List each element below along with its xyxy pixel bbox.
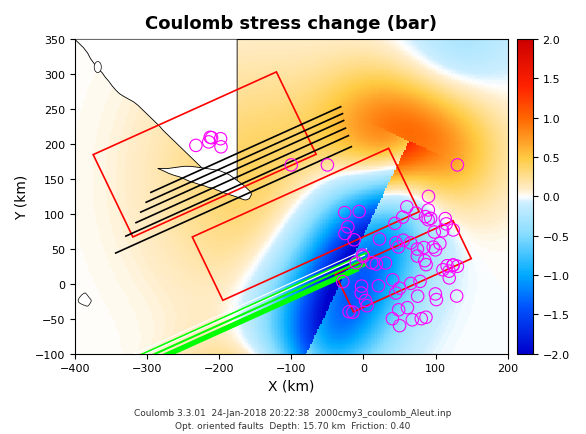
Point	[419, 244, 428, 251]
Point	[424, 217, 433, 224]
Point	[441, 216, 450, 223]
Point	[395, 285, 404, 292]
Point	[442, 263, 452, 270]
Point	[348, 309, 357, 316]
Point	[452, 263, 462, 270]
Point	[388, 277, 397, 284]
Polygon shape	[94, 62, 101, 73]
Point	[432, 296, 441, 303]
Point	[367, 260, 376, 266]
Y-axis label: Y (km): Y (km)	[15, 174, 29, 220]
Point	[357, 252, 367, 259]
Point	[431, 247, 440, 254]
Point	[207, 135, 216, 142]
Point	[420, 258, 430, 265]
Point	[426, 215, 435, 222]
Point	[340, 230, 350, 237]
Point	[352, 260, 361, 266]
Point	[390, 220, 400, 227]
Point	[406, 240, 415, 247]
Point	[415, 278, 425, 285]
Polygon shape	[158, 167, 251, 201]
Point	[442, 221, 451, 228]
Point	[428, 244, 438, 251]
Point	[424, 207, 433, 214]
Point	[421, 262, 431, 269]
Point	[421, 214, 430, 220]
Point	[381, 260, 390, 267]
Polygon shape	[74, 40, 237, 197]
Point	[438, 266, 448, 273]
Point	[449, 262, 458, 269]
Point	[216, 136, 225, 143]
Point	[323, 162, 332, 169]
Point	[216, 144, 226, 151]
Point	[431, 291, 440, 298]
Point	[430, 229, 439, 236]
Point	[445, 275, 454, 282]
Point	[411, 210, 421, 217]
Point	[204, 139, 213, 146]
Point	[356, 290, 366, 297]
X-axis label: X (km): X (km)	[268, 379, 315, 393]
Point	[407, 316, 417, 323]
Point	[191, 143, 200, 150]
Point	[372, 261, 381, 268]
Point	[444, 268, 454, 275]
Point	[394, 244, 403, 251]
Point	[345, 309, 354, 316]
Text: Coulomb 3.3.01  24-Jan-2018 20:22:38  2000cmy3_coulomb_Aleut.inp: Coulomb 3.3.01 24-Jan-2018 20:22:38 2000…	[134, 408, 452, 417]
Point	[343, 224, 353, 231]
Point	[413, 253, 422, 260]
Point	[287, 162, 296, 169]
Point	[340, 210, 349, 217]
Point	[395, 322, 404, 329]
Point	[394, 306, 403, 313]
Point	[362, 302, 372, 309]
Point	[338, 279, 347, 286]
Point	[357, 283, 366, 290]
Point	[435, 240, 445, 247]
Point	[417, 316, 426, 322]
Point	[406, 280, 415, 287]
Point	[413, 246, 422, 253]
Point	[398, 214, 407, 221]
Point	[206, 135, 215, 141]
Point	[413, 293, 423, 300]
Point	[349, 237, 359, 244]
Point	[438, 228, 447, 235]
Point	[452, 162, 462, 169]
Polygon shape	[78, 293, 91, 306]
Point	[361, 297, 370, 304]
Point	[375, 236, 384, 243]
Point	[452, 293, 461, 300]
Point	[398, 237, 408, 244]
Title: Coulomb stress change (bar): Coulomb stress change (bar)	[145, 15, 437, 33]
Point	[424, 194, 433, 201]
Text: Opt. oriented faults  Depth: 15.70 km  Friction: 0.40: Opt. oriented faults Depth: 15.70 km Fri…	[175, 421, 411, 430]
Point	[448, 227, 458, 234]
Point	[359, 253, 368, 260]
Point	[355, 209, 364, 216]
Point	[391, 240, 401, 247]
Point	[388, 316, 397, 322]
Point	[402, 204, 411, 211]
Point	[391, 290, 401, 297]
Point	[403, 305, 412, 312]
Point	[374, 283, 383, 289]
Point	[421, 314, 431, 321]
Point	[448, 262, 458, 269]
